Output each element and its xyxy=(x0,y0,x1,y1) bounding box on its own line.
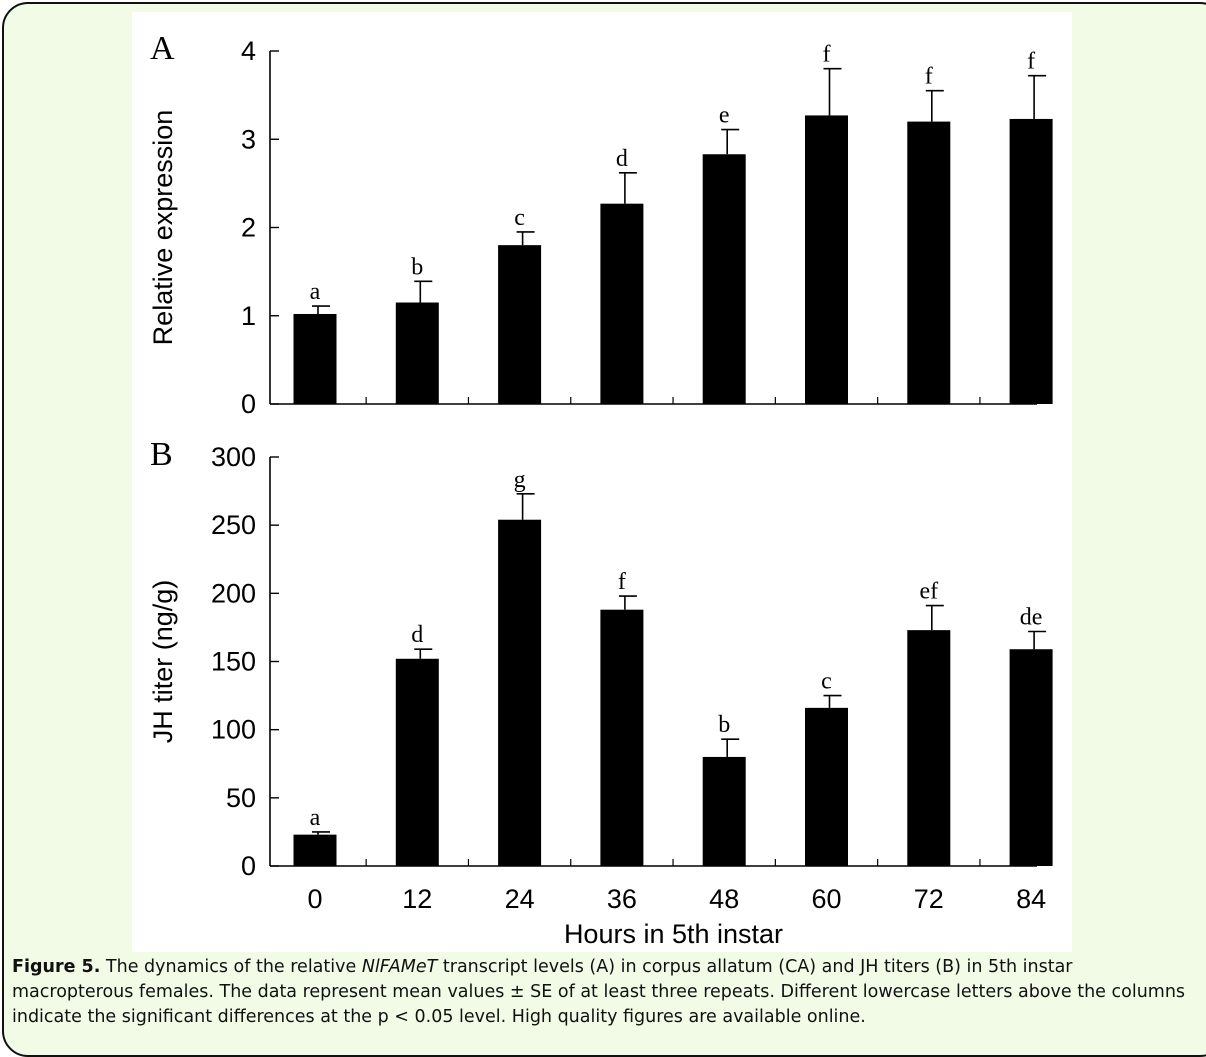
panel-a-bar xyxy=(293,313,337,404)
panel-b-x-tick-label: 12 xyxy=(402,884,432,914)
panel-b-y-tick-label: 250 xyxy=(211,510,256,540)
panel-a-bar xyxy=(1009,118,1053,404)
panel-b-bar xyxy=(293,834,337,866)
panel-a-bar xyxy=(702,154,746,404)
panel-a-significance-letter: d xyxy=(616,146,628,172)
caption-label: Figure 5. xyxy=(12,957,101,977)
panel-a-y-tick-label: 3 xyxy=(241,124,256,154)
panel-b-y-tick-label: 300 xyxy=(211,442,256,472)
panel-b-significance-letter: b xyxy=(718,712,730,738)
panel-a-bar xyxy=(498,245,542,404)
panel-b-x-tick-label: 60 xyxy=(811,884,841,914)
plot-panel: A 0 1 2 3 4 Relative expression a b c d e f f f B 0 50 100… xyxy=(132,12,1072,952)
panel-b-x-tick-label: 72 xyxy=(914,884,944,914)
panel-a-y-tick-label: 0 xyxy=(241,389,256,419)
panel-b-x-tick-label: 24 xyxy=(505,884,535,914)
panel-a-bar xyxy=(395,302,439,404)
caption-gene-name: NlFAMeT xyxy=(361,957,438,977)
panel-a-bar xyxy=(600,203,644,404)
panel-b-x-tick-label: 48 xyxy=(709,884,739,914)
panel-a-significance-letter: f xyxy=(925,64,933,90)
panel-a-label: A xyxy=(150,30,175,67)
panel-a-y-tick-label: 4 xyxy=(241,36,256,66)
panel-b-label: B xyxy=(150,436,173,473)
panel-b-y-tick-label: 150 xyxy=(211,647,256,677)
panel-a-y-tick-label: 2 xyxy=(241,213,256,243)
panel-b-x-tick-label: 0 xyxy=(307,884,322,914)
panel-b-x-tick-label: 84 xyxy=(1016,884,1046,914)
panel-b-bar xyxy=(395,658,439,866)
panel-b-significance-letter: c xyxy=(821,669,832,695)
panel-b-significance-letter: f xyxy=(618,569,626,595)
panel-b-x-tick-label: 36 xyxy=(607,884,637,914)
panel-b-y-tick-label: 50 xyxy=(226,783,256,813)
panel-a-significance-letter: f xyxy=(823,42,831,68)
panel-b-significance-letter: ef xyxy=(919,579,938,605)
figure-caption: Figure 5. The dynamics of the relative N… xyxy=(12,955,1198,1030)
panel-b-x-axis-title: Hours in 5th instar xyxy=(564,919,783,949)
panel-a-significance-letter: a xyxy=(310,279,321,305)
panel-a-significance-letter: e xyxy=(719,103,730,129)
panel-a-significance-letter: f xyxy=(1027,49,1035,75)
panel-a-significance-letter: c xyxy=(514,205,525,231)
panel-b-bar xyxy=(702,756,746,866)
panel-a-y-tick-label: 1 xyxy=(241,301,256,331)
panel-b-y-tick-label: 0 xyxy=(241,851,256,881)
panel-b-bar xyxy=(498,519,542,866)
panel-b-y-tick-label: 100 xyxy=(211,715,256,745)
caption-text-2: transcript levels (A) in corpus allatum … xyxy=(12,957,1186,1027)
panel-b-significance-letter: de xyxy=(1020,605,1043,631)
panel-b-bar xyxy=(1009,649,1053,866)
panel-b-significance-letter: g xyxy=(514,467,526,493)
caption-text-1: The dynamics of the relative xyxy=(100,957,362,977)
panel-a-significance-letter: b xyxy=(411,254,423,280)
panel-b-bar xyxy=(907,630,951,866)
panel-b-y-tick-label: 200 xyxy=(211,578,256,608)
panel-b-bar xyxy=(805,707,848,866)
panel-b-significance-letter: d xyxy=(411,622,423,648)
panel-a-bar xyxy=(805,115,848,405)
panel-a-y-axis-title: Relative expression xyxy=(148,110,178,346)
panel-b-significance-letter: a xyxy=(310,805,321,831)
panel-b-y-axis-title: JH titer (ng/g) xyxy=(148,580,178,744)
panel-a-bar xyxy=(907,121,951,404)
panel-b-bar xyxy=(600,609,644,866)
